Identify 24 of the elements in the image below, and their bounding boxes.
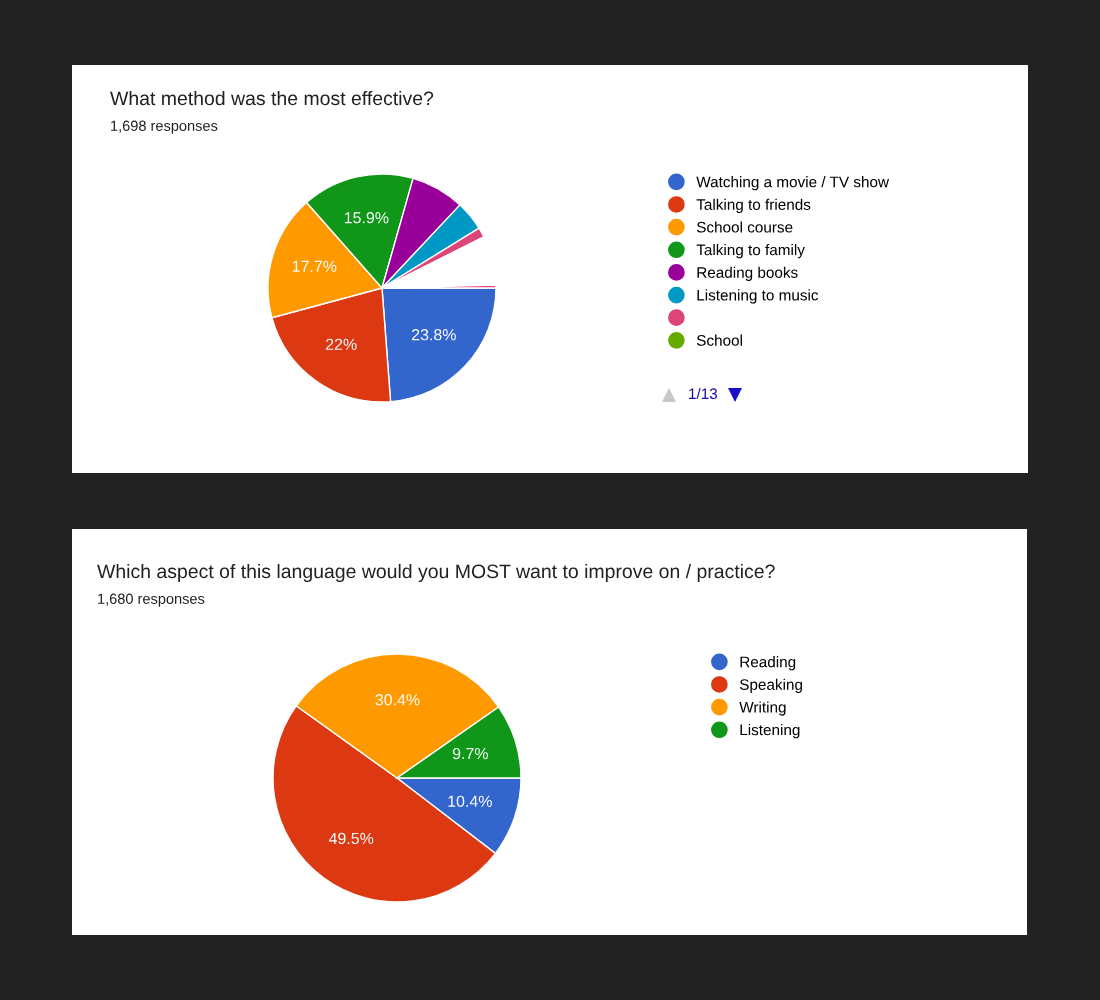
legend-label: Speaking [739, 678, 802, 693]
legend-label: Reading books [697, 266, 798, 281]
legend-label: School course [696, 221, 793, 233]
text: 1,680 responses [98, 593, 205, 607]
data-label: 15.9% [344, 212, 389, 224]
legend-label: School [696, 334, 742, 346]
legend-label: Talking to family [696, 244, 805, 259]
chart-title: What method was the most effective? [110, 90, 434, 106]
legend-label: Listening to music [697, 289, 819, 304]
legend-label: Listening [740, 724, 800, 739]
legend-label: Writing [739, 701, 786, 716]
chart-title: Which aspect of this language would you MOST want to improve on / practice? [97, 563, 775, 583]
data-label: 22% [326, 338, 357, 350]
legend-label: Talking to friends [696, 198, 811, 213]
data-label: 17.7% [292, 260, 337, 272]
data-label: 23.8% [411, 329, 456, 341]
legend-label: Reading [740, 656, 796, 671]
data-label: 30.4% [375, 694, 420, 706]
chart-subtitle: 1,698 responses [111, 120, 218, 134]
data-label: 49.5% [328, 832, 374, 845]
text: 1/13 [689, 387, 718, 400]
data-label: 10.4% [448, 795, 492, 807]
data-label: 9.7% [452, 747, 488, 760]
legend-label: Watching a movie / TV show [696, 176, 890, 191]
